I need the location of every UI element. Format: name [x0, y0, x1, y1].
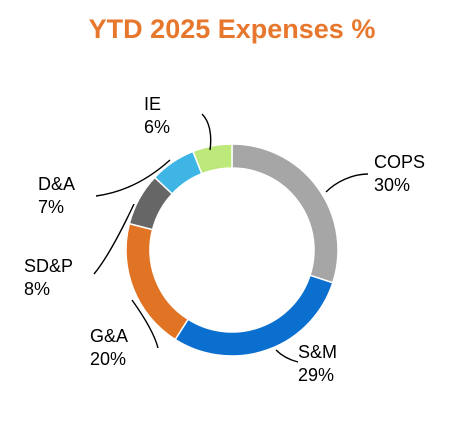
label-sd-p-name: SD&P — [24, 256, 73, 276]
label-s-m-value: 29% — [298, 365, 334, 385]
leader-line-cops — [325, 173, 369, 193]
label-sd-p-value: 8% — [24, 279, 50, 299]
donut-slices — [125, 143, 339, 357]
chart-title: YTD 2025 Expenses % — [88, 14, 376, 44]
label-s-m-name: S&M — [298, 342, 337, 362]
label-d-a-value: 7% — [38, 197, 64, 217]
label-g-a-name: G&A — [90, 326, 128, 346]
leader-lines — [93, 113, 369, 363]
slice-cops — [231, 143, 339, 284]
leader-line-sd-p — [93, 203, 135, 275]
label-cops-value: 30% — [374, 175, 410, 195]
leader-line-s-m — [275, 349, 299, 363]
slice-ie — [192, 143, 233, 175]
label-ie-name: IE — [144, 94, 161, 114]
leader-line-ie — [201, 113, 212, 151]
label-d-a-name: D&A — [38, 174, 75, 194]
slice-g-a — [125, 222, 190, 341]
label-ie-value: 6% — [144, 117, 170, 137]
label-cops-name: COPS — [374, 152, 425, 172]
label-g-a-value: 20% — [90, 349, 126, 369]
leader-line-d-a — [95, 159, 171, 197]
slice-labels: COPS 30% S&M 29% G&A 20% SD&P 8% D&A 7% IE 6% — [24, 94, 425, 385]
leader-line-g-a — [131, 299, 159, 349]
